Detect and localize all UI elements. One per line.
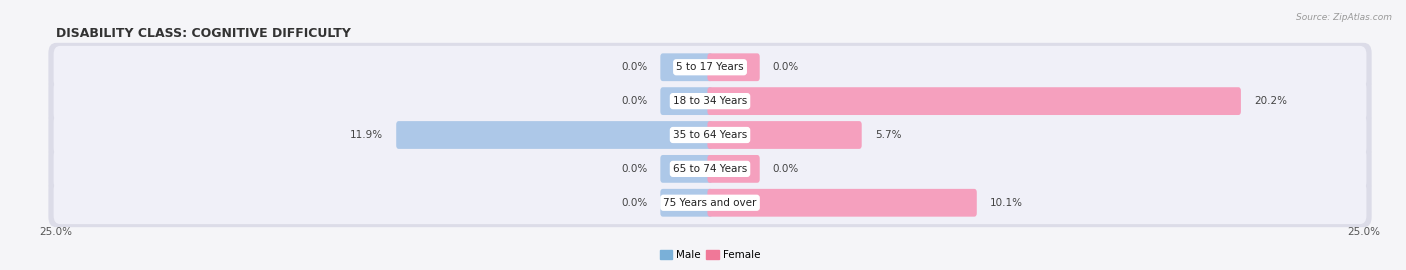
FancyBboxPatch shape — [707, 189, 977, 217]
Text: 0.0%: 0.0% — [773, 164, 799, 174]
FancyBboxPatch shape — [53, 147, 1367, 190]
FancyBboxPatch shape — [396, 121, 713, 149]
FancyBboxPatch shape — [53, 181, 1367, 224]
Text: 10.1%: 10.1% — [990, 198, 1022, 208]
Text: 5 to 17 Years: 5 to 17 Years — [676, 62, 744, 72]
FancyBboxPatch shape — [48, 144, 1372, 193]
Legend: Male, Female: Male, Female — [655, 246, 765, 265]
Text: DISABILITY CLASS: COGNITIVE DIFFICULTY: DISABILITY CLASS: COGNITIVE DIFFICULTY — [56, 28, 352, 40]
FancyBboxPatch shape — [48, 178, 1372, 227]
FancyBboxPatch shape — [707, 87, 1241, 115]
Text: 20.2%: 20.2% — [1254, 96, 1286, 106]
FancyBboxPatch shape — [707, 121, 862, 149]
Text: Source: ZipAtlas.com: Source: ZipAtlas.com — [1296, 14, 1392, 22]
FancyBboxPatch shape — [707, 53, 759, 81]
Text: 18 to 34 Years: 18 to 34 Years — [673, 96, 747, 106]
Text: 0.0%: 0.0% — [773, 62, 799, 72]
FancyBboxPatch shape — [48, 77, 1372, 126]
FancyBboxPatch shape — [707, 155, 759, 183]
Text: 0.0%: 0.0% — [621, 164, 647, 174]
FancyBboxPatch shape — [53, 80, 1367, 123]
FancyBboxPatch shape — [661, 189, 713, 217]
FancyBboxPatch shape — [53, 46, 1367, 89]
FancyBboxPatch shape — [53, 114, 1367, 156]
FancyBboxPatch shape — [661, 87, 713, 115]
FancyBboxPatch shape — [661, 53, 713, 81]
FancyBboxPatch shape — [48, 111, 1372, 159]
Text: 35 to 64 Years: 35 to 64 Years — [673, 130, 747, 140]
Text: 0.0%: 0.0% — [621, 62, 647, 72]
Text: 75 Years and over: 75 Years and over — [664, 198, 756, 208]
Text: 5.7%: 5.7% — [875, 130, 901, 140]
FancyBboxPatch shape — [661, 155, 713, 183]
Text: 65 to 74 Years: 65 to 74 Years — [673, 164, 747, 174]
FancyBboxPatch shape — [48, 43, 1372, 92]
Text: 0.0%: 0.0% — [621, 198, 647, 208]
Text: 0.0%: 0.0% — [621, 96, 647, 106]
Text: 11.9%: 11.9% — [350, 130, 382, 140]
